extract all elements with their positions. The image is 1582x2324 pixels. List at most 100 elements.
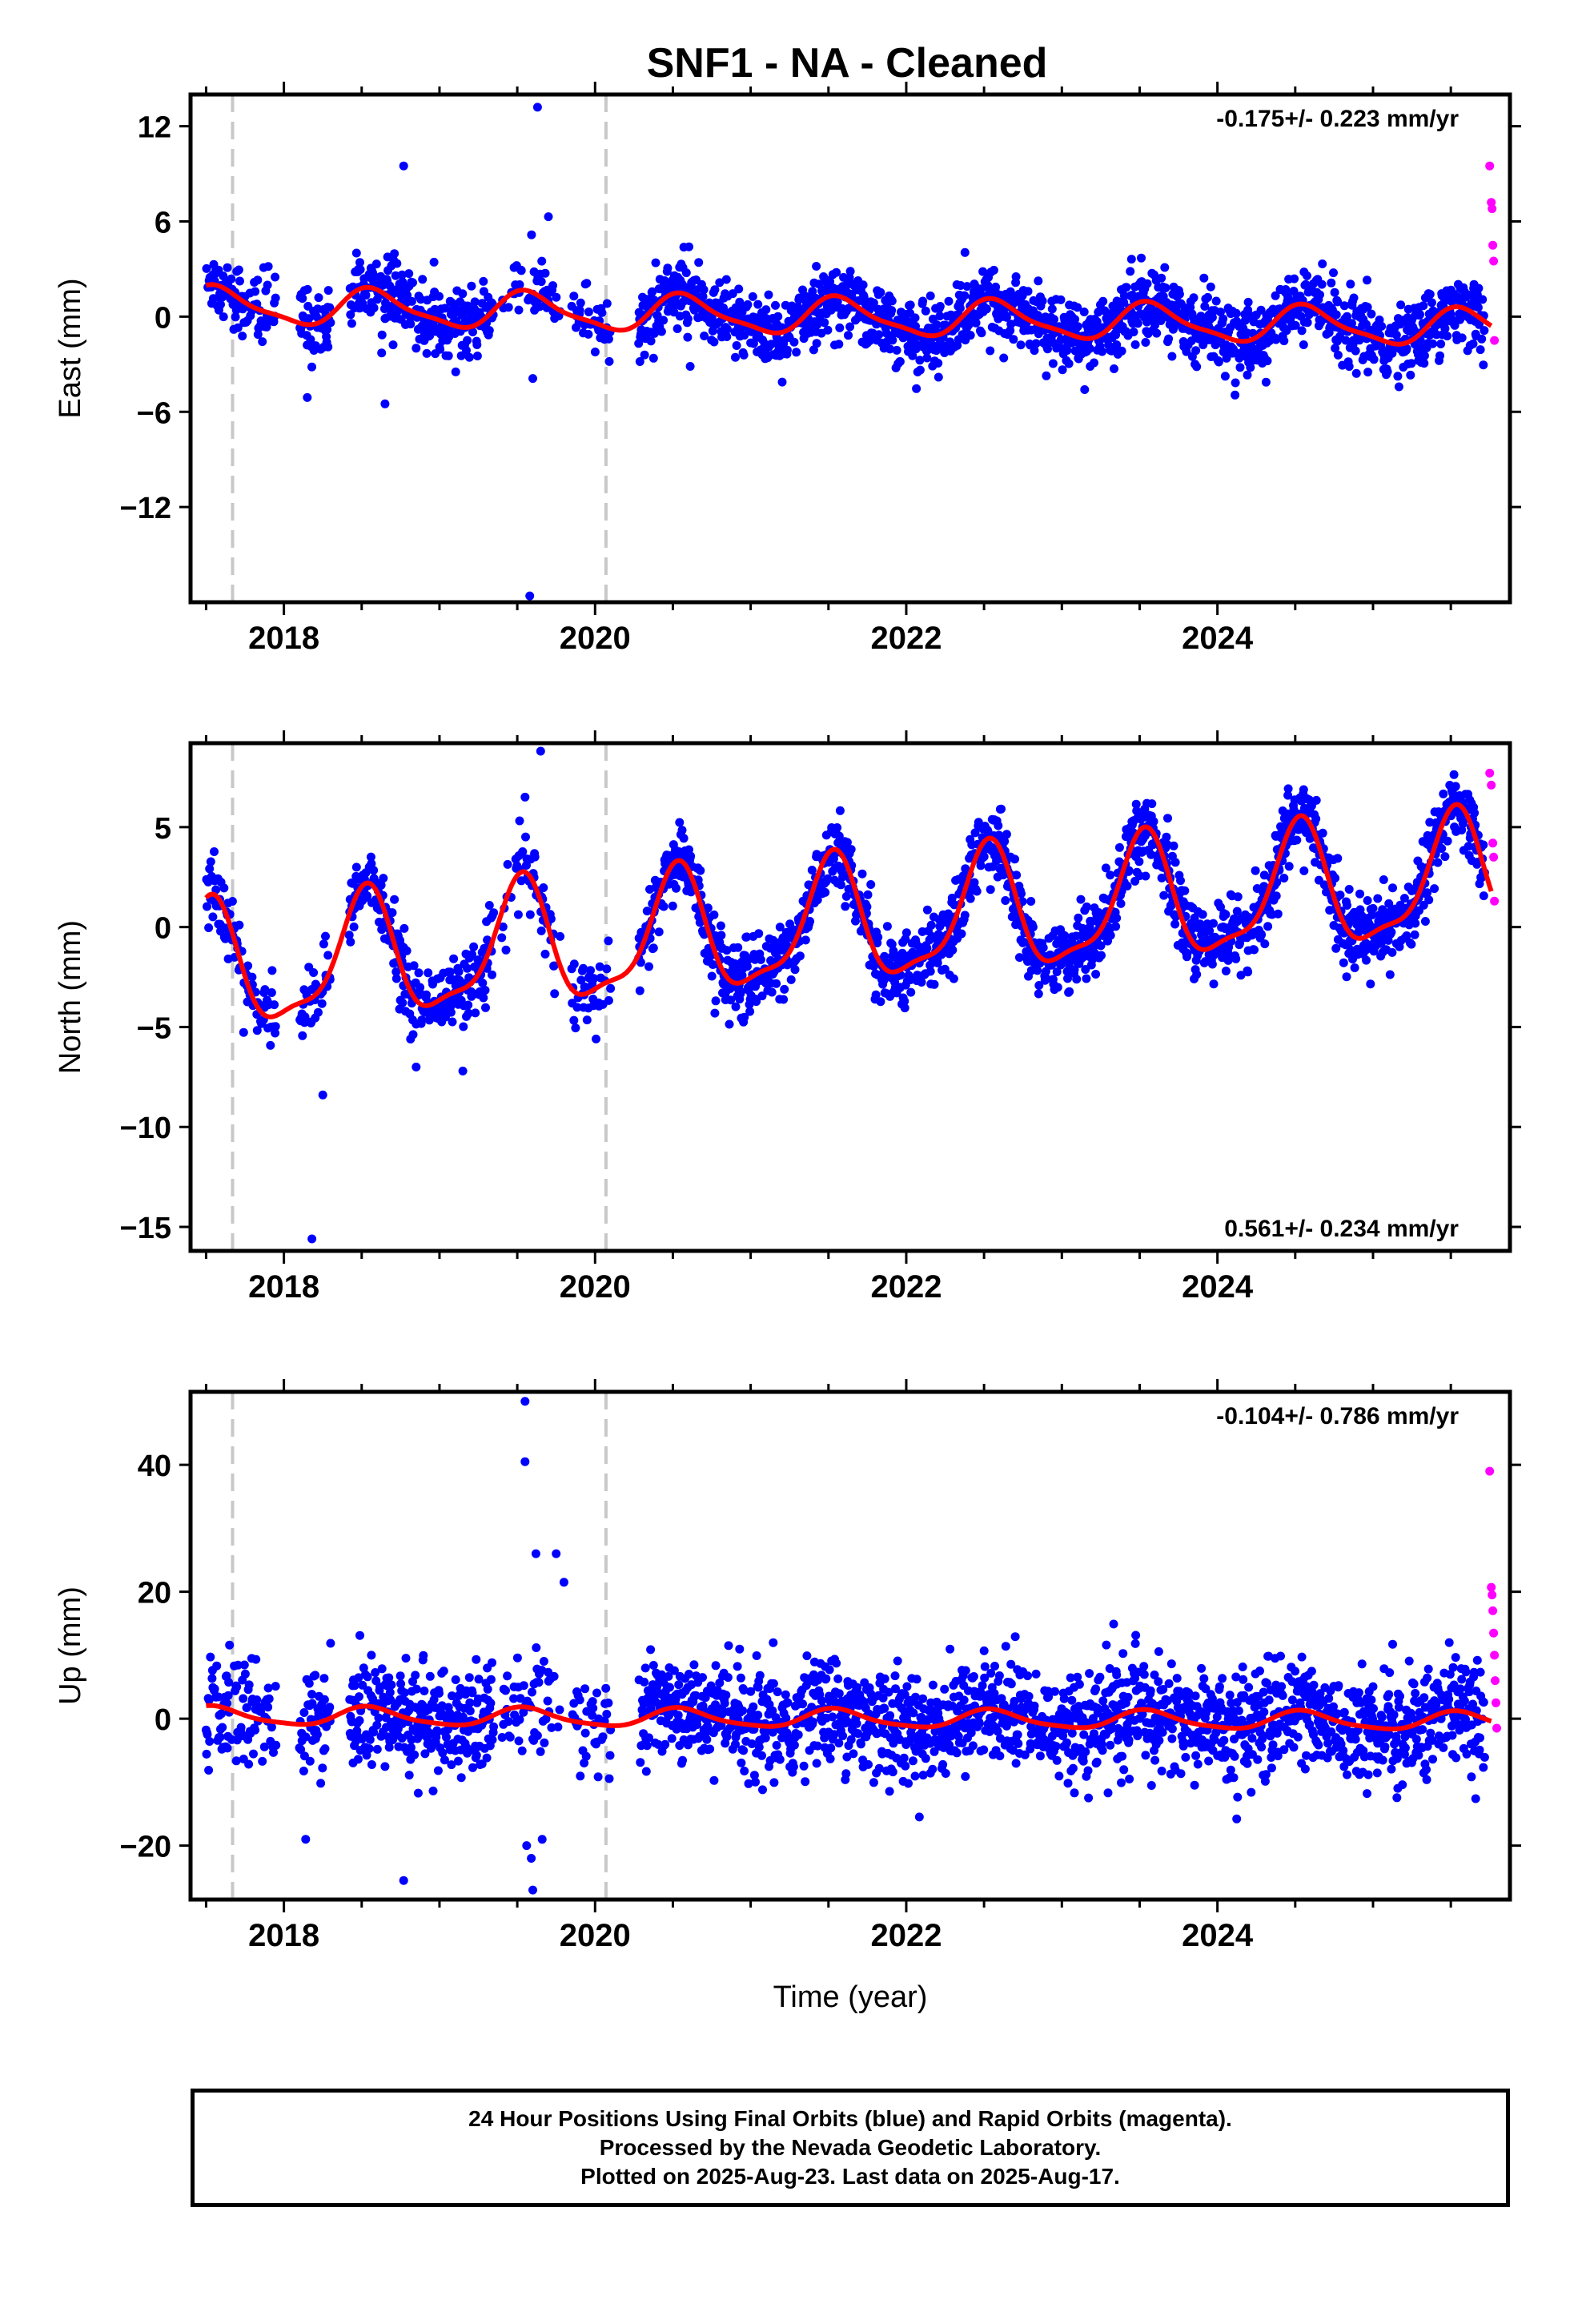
data-point xyxy=(399,161,408,171)
data-point xyxy=(721,275,731,284)
data-point xyxy=(372,295,382,304)
data-point xyxy=(1330,287,1339,297)
data-point xyxy=(1369,355,1379,364)
data-point xyxy=(307,1699,317,1708)
data-point xyxy=(317,999,327,1008)
data-point xyxy=(779,995,789,1004)
data-point xyxy=(212,1661,222,1671)
data-point xyxy=(535,302,544,312)
data-point xyxy=(555,1705,564,1715)
data-point xyxy=(351,248,361,258)
data-point xyxy=(930,979,939,989)
data-point xyxy=(219,312,228,322)
data-point xyxy=(1169,841,1178,850)
y-tick-label: −5 xyxy=(137,1011,171,1045)
data-point xyxy=(1261,377,1271,387)
data-point xyxy=(1333,350,1343,360)
data-point xyxy=(456,1773,466,1783)
data-point xyxy=(922,905,932,915)
data-point xyxy=(737,971,747,980)
data-point xyxy=(1106,931,1115,940)
data-point xyxy=(683,314,693,324)
data-point xyxy=(1435,351,1444,360)
data-point xyxy=(223,1691,233,1700)
data-point xyxy=(1112,913,1122,923)
data-point xyxy=(971,318,981,328)
data-point xyxy=(782,345,792,355)
data-point xyxy=(309,968,319,977)
data-point xyxy=(271,272,280,282)
data-point xyxy=(532,103,542,112)
data-point xyxy=(1034,981,1044,990)
data-point xyxy=(350,1681,359,1691)
data-point xyxy=(1425,818,1435,827)
data-point xyxy=(1335,891,1345,900)
data-point xyxy=(1331,344,1340,353)
data-point xyxy=(717,931,726,940)
data-point xyxy=(780,984,789,994)
data-point xyxy=(391,974,401,983)
data-point xyxy=(580,1728,590,1738)
data-point xyxy=(1090,358,1098,368)
data-point xyxy=(1231,308,1241,318)
data-point xyxy=(731,352,740,362)
data-point xyxy=(509,1694,519,1703)
rapid-point xyxy=(1485,768,1495,778)
data-point xyxy=(948,945,958,955)
data-point xyxy=(488,970,496,979)
data-point xyxy=(581,1751,591,1761)
data-point xyxy=(781,300,790,310)
data-point xyxy=(489,908,499,918)
data-point xyxy=(536,1747,545,1756)
data-point xyxy=(1147,799,1157,809)
data-point xyxy=(1407,939,1416,949)
data-point xyxy=(514,305,524,315)
model-fit-line xyxy=(205,282,1493,347)
data-point xyxy=(1101,863,1110,873)
data-point xyxy=(1235,363,1245,372)
data-point xyxy=(1283,784,1293,794)
data-point xyxy=(1131,799,1141,809)
data-point xyxy=(406,1743,416,1752)
data-point xyxy=(1189,293,1199,303)
data-point xyxy=(582,1015,592,1025)
data-point xyxy=(777,377,787,387)
data-point xyxy=(641,1767,651,1776)
data-point xyxy=(440,1755,449,1765)
data-point xyxy=(543,1696,552,1706)
data-point xyxy=(675,818,685,827)
data-point xyxy=(540,268,550,278)
data-point xyxy=(659,902,669,911)
data-point xyxy=(732,341,741,350)
data-point xyxy=(656,1670,666,1679)
data-point xyxy=(1331,310,1341,320)
data-point xyxy=(1064,359,1074,368)
data-point xyxy=(915,365,925,375)
data-point xyxy=(807,866,817,875)
data-point xyxy=(549,961,559,971)
data-point xyxy=(270,1000,279,1010)
data-point xyxy=(1315,290,1324,300)
data-point xyxy=(477,1759,487,1769)
data-point xyxy=(244,1680,254,1690)
data-point xyxy=(247,972,257,982)
y-axis-title: East (mm) xyxy=(54,278,87,418)
data-point xyxy=(636,1758,645,1767)
data-point xyxy=(775,923,785,932)
data-point xyxy=(1424,895,1434,905)
data-point xyxy=(835,806,845,815)
data-point xyxy=(767,987,777,997)
data-point xyxy=(536,926,546,935)
data-point xyxy=(1346,279,1355,289)
data-point xyxy=(1162,832,1171,842)
data-point xyxy=(575,306,584,315)
data-point xyxy=(876,997,885,1007)
data-point xyxy=(366,852,375,862)
data-point xyxy=(1260,939,1270,949)
y-tick-label: −12 xyxy=(120,492,171,525)
data-point xyxy=(412,1062,421,1072)
data-point xyxy=(569,292,579,301)
data-point xyxy=(355,265,365,275)
data-point xyxy=(318,1090,327,1100)
